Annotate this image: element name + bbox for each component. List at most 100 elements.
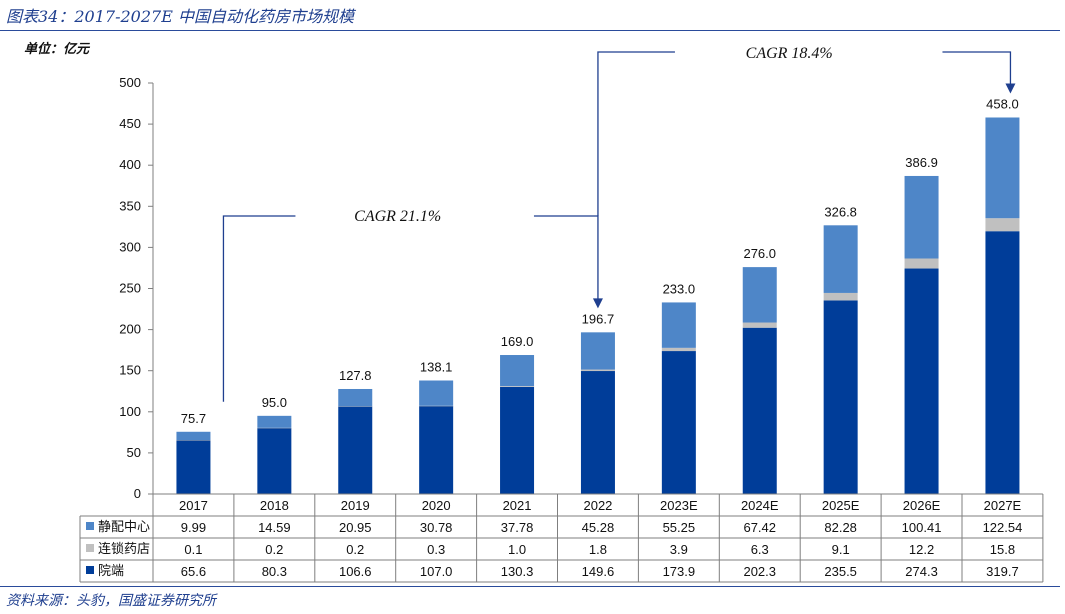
total-label: 75.7 [181, 411, 206, 426]
y-tick-label: 500 [119, 75, 141, 90]
x-tick-label: 2018 [260, 498, 289, 513]
cagr-arrowhead [1005, 83, 1016, 94]
x-tick-label: 2020 [422, 498, 451, 513]
bar-segment [176, 431, 211, 440]
source-note: 资料来源：头豹，国盛证券研究所 [6, 593, 216, 609]
bar-segment [985, 117, 1020, 219]
legend-swatch [86, 522, 94, 530]
bar-segment [419, 406, 454, 494]
bar-segment [661, 351, 696, 494]
bar-segment [257, 427, 292, 494]
table-cell: 0.2 [265, 542, 283, 557]
table-cell: 20.95 [339, 520, 372, 535]
table-cell: 173.9 [663, 564, 696, 579]
table-cell: 319.7 [986, 564, 1019, 579]
y-tick-label: 200 [119, 322, 141, 337]
x-tick-label: 2019 [341, 498, 370, 513]
bar-segment [257, 427, 292, 429]
table-cell: 106.6 [339, 564, 372, 579]
table-cell: 274.3 [905, 564, 938, 579]
total-label: 233.0 [663, 281, 696, 296]
table-cell: 65.6 [181, 564, 206, 579]
bar-segment [904, 175, 939, 259]
bar-segment [661, 302, 696, 348]
legend-swatch [86, 544, 94, 552]
bar-segment [176, 439, 211, 441]
figure-title: 图表34：2017-2027E 中国自动化药房市场规模 [6, 7, 354, 26]
x-tick-label: 2026E [903, 498, 941, 513]
cagr-bracket-left [222, 215, 296, 402]
x-tick-label: 2024E [741, 498, 779, 513]
x-tick-label: 2017 [179, 498, 208, 513]
cagr-label: CAGR 21.1% [354, 208, 441, 225]
bar-segment [257, 415, 292, 428]
table-cell: 45.28 [582, 520, 615, 535]
y-tick-label: 150 [119, 363, 141, 378]
table-cell: 67.42 [743, 520, 776, 535]
bar-segment [985, 218, 1020, 232]
y-tick-label: 250 [119, 281, 141, 296]
x-tick-label: 2022 [583, 498, 612, 513]
table-cell: 55.25 [663, 520, 696, 535]
bar-segment [823, 292, 858, 301]
cagr-arrowhead [592, 298, 603, 309]
total-label: 169.0 [501, 334, 534, 349]
total-label: 95.0 [262, 395, 287, 410]
bar-segment [500, 386, 535, 494]
bar-segment [419, 380, 454, 406]
table-cell: 149.6 [582, 564, 615, 579]
table-cell: 37.78 [501, 520, 534, 535]
table-cell: 9.99 [181, 520, 206, 535]
bar-segment [985, 231, 1020, 494]
table-cell: 202.3 [743, 564, 776, 579]
table-cell: 14.59 [258, 520, 291, 535]
total-label: 196.7 [582, 311, 615, 326]
bottom-divider [0, 586, 1060, 587]
bar-segment [500, 386, 535, 387]
table-cell: 30.78 [420, 520, 453, 535]
table-cell: 0.3 [427, 542, 445, 557]
y-tick-label: 100 [119, 404, 141, 419]
cagr-bracket-right [942, 51, 1012, 88]
bar-segment [823, 225, 858, 293]
y-tick-label: 400 [119, 157, 141, 172]
bar-segment [742, 267, 777, 323]
bar-segment [904, 258, 939, 269]
bar-segment [338, 388, 373, 407]
bar-segment [580, 332, 615, 370]
unit-label: 单位：亿元 [24, 42, 90, 57]
legend-label: 连锁药店 [98, 541, 150, 556]
legend-label: 院端 [98, 563, 124, 578]
bar-segment [580, 369, 615, 372]
top-divider [0, 30, 1060, 31]
bar-segment [742, 322, 777, 328]
legend-label: 静配中心 [98, 519, 150, 534]
table-cell: 12.2 [909, 542, 934, 557]
table-cell: 82.28 [824, 520, 857, 535]
y-tick-label: 300 [119, 239, 141, 254]
table-cell: 1.8 [589, 542, 607, 557]
bar-segment [580, 371, 615, 494]
table-cell: 0.1 [184, 542, 202, 557]
table-cell: 9.1 [832, 542, 850, 557]
bar-segment [823, 300, 858, 494]
total-label: 326.8 [824, 204, 857, 219]
y-tick-label: 450 [119, 116, 141, 131]
cagr-bracket-left [597, 51, 675, 216]
x-tick-label: 2021 [503, 498, 532, 513]
x-tick-label: 2023E [660, 498, 698, 513]
total-label: 138.1 [420, 359, 453, 374]
x-tick-label: 2027E [984, 498, 1022, 513]
y-tick-label: 0 [134, 486, 141, 501]
table-cell: 0.2 [346, 542, 364, 557]
total-label: 276.0 [743, 246, 776, 261]
bar-segment [419, 405, 454, 407]
total-label: 458.0 [986, 96, 1019, 111]
bar-segment [176, 440, 211, 494]
table-cell: 122.54 [983, 520, 1023, 535]
y-tick-label: 50 [127, 445, 141, 460]
table-cell: 1.0 [508, 542, 526, 557]
bar-segment [338, 406, 373, 494]
y-tick-label: 350 [119, 198, 141, 213]
bar-segment [742, 327, 777, 494]
